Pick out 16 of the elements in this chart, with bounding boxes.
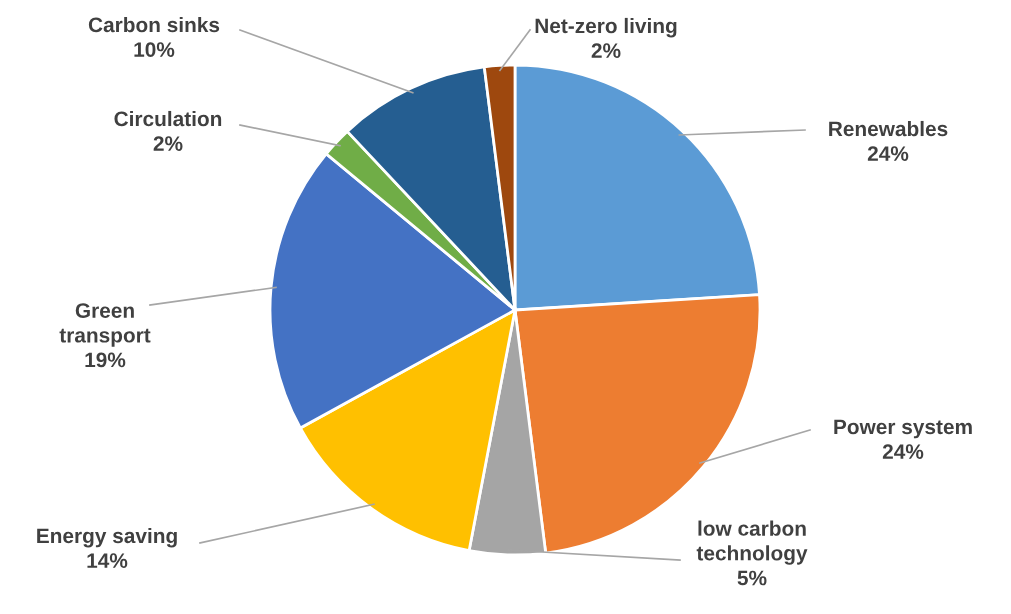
data-label: 2% xyxy=(153,136,183,151)
data-label: 5% xyxy=(737,570,767,586)
slice-label: Net-zero living xyxy=(535,17,677,38)
data-label: 14% xyxy=(87,553,128,568)
data-label: 19% xyxy=(85,352,126,368)
data-label: 2% xyxy=(591,43,621,58)
slice-label: low carbon technology xyxy=(696,520,808,565)
slice-label: Energy saving xyxy=(37,527,177,548)
slice-label: Green transport xyxy=(59,303,151,347)
data-label: 10% xyxy=(134,42,175,57)
slice-label: Carbon sinks xyxy=(88,16,220,33)
data-label: 24% xyxy=(882,444,924,459)
data-label: 24% xyxy=(867,146,909,161)
slice-label: Renewables xyxy=(829,120,948,137)
slice-label: Circulation xyxy=(114,110,222,127)
slice-label: Power system xyxy=(834,419,972,439)
